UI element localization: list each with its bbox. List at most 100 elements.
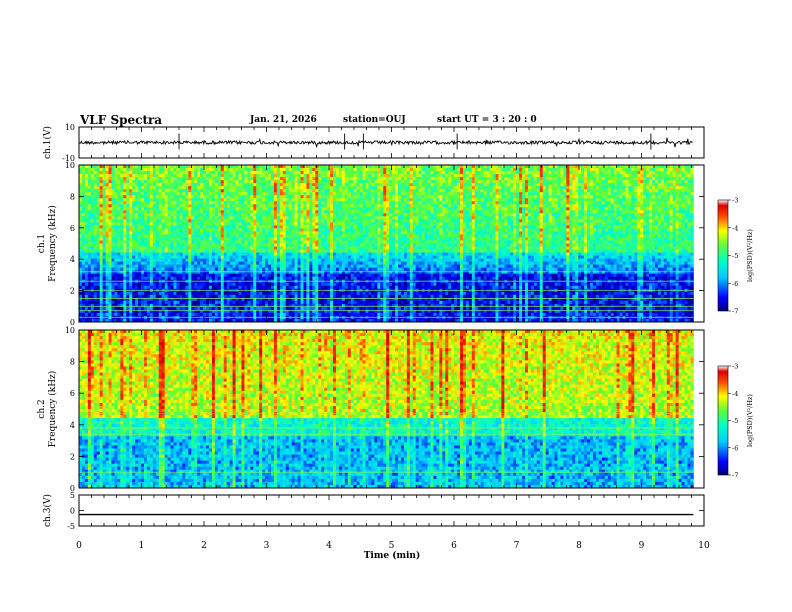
ch1-spectrogram-cell [392,219,396,223]
ch1-spectrogram-cell [182,213,186,217]
ch1-spectrogram-cell [477,213,482,217]
ch1-spectrogram-cell [551,174,555,178]
ch1-spectrogram-cell [232,186,236,190]
ch1-spectrogram-cell [235,210,239,214]
ch1-spectrogram-cell [279,234,284,238]
ch1-spectrogram-cell [545,183,550,187]
ch1-spectrogram-cell [102,225,106,229]
ch1-spectrogram-cell [194,198,198,202]
ch1-spectrogram-cell [173,210,177,214]
ch1-spectrogram-cell [616,171,620,175]
ch1-spectrogram-cell [90,213,95,217]
ch1-spectrogram-cell [155,180,160,184]
ch1-spectrogram-cell [211,192,216,196]
ch1-spectrogram-cell [282,231,287,235]
ch1-spectrogram-cell [259,234,263,238]
ch1-spectrogram-cell [557,210,561,214]
ch1-spectrogram-cell [371,177,375,181]
ch1-spectrogram-cell [530,195,535,199]
ch1-spectrogram-cell [480,183,485,187]
ch1-spectrogram-cell [536,192,541,196]
ch1-spectrogram-cell [566,219,570,223]
ch1-spectrogram-cell [356,201,360,205]
ch1-spectrogram-cell [129,231,133,235]
ch1-spectrogram-cell [188,168,192,172]
ch1-spectrogram-cell [362,207,366,211]
ch1-spectrogram-cell [350,165,355,169]
ch1-spectrogram-cell [533,180,538,184]
ch1-spectrogram-cell [448,177,452,181]
ch1-spectrogram-cell [389,192,393,196]
ch1-spectrogram-cell [625,192,629,196]
ch1-spectrogram-cell [294,198,298,202]
ch1-spectrogram-cell [439,204,443,208]
ch1-spectrogram-cell [598,183,603,187]
ch1-spectrogram-cell [247,198,251,202]
ch1-spectrogram-cell [409,219,414,223]
ch1-spectrogram-cell [250,183,254,187]
ch1-spectrogram-cell [226,165,231,169]
ch1-spectrogram-cell [152,174,157,178]
ch1-spectrogram-cell [164,210,169,214]
ch1-spectrogram-cell [241,216,245,220]
ch1-spectrogram-cell [120,231,124,235]
ch1-spectrogram-cell [158,168,163,172]
ch1-spectrogram-cell [592,165,597,169]
ch1-spectrogram-cell [111,228,115,232]
ch1-spectrogram-cell [468,222,473,226]
ch1-spectrogram-cell [427,231,431,235]
ch1-spectrogram-cell [208,195,213,199]
ch1-spectrogram-cell [173,213,177,217]
ch1-spectrogram-cell [191,231,195,235]
ch1-spectrogram-cell [566,183,570,187]
ch1-spectrogram-cell [167,171,171,175]
ch1-spectrogram-cell [90,219,95,223]
ch1-spectrogram-cell [126,168,130,172]
ch1-spectrogram-cell [442,225,446,229]
ch1-spectrogram-cell [610,231,615,235]
ch1-spectrogram-cell [123,174,127,178]
ch1-spectrogram-cell [262,186,266,190]
ch1-spectrogram-cell [424,189,428,193]
ch1-spectrogram-cell [383,183,387,187]
ch1-spectrogram-cell [504,216,508,220]
ch1-spectrogram-cell [448,171,452,175]
ch1-spectrogram-cell [374,219,378,223]
ch1-spectrogram-cell [504,231,508,235]
ch1-spectrogram-cell [324,210,328,214]
ch1-spectrogram-cell [232,171,236,175]
ch1-spectrogram-cell [321,216,325,220]
ch1-spectrogram-cell [229,174,233,178]
ch1-spectrogram-cell [120,216,124,220]
ch1-spectrogram-cell [516,204,520,208]
ch1-spectrogram-cell [445,192,449,196]
ch1-spectrogram-cell [486,216,490,220]
ch1-spectrogram-cell [533,222,538,226]
ch1-spectrogram-cell [403,189,408,193]
ch1-spectrogram-cell [442,219,446,223]
ch1-spectrogram-cell [330,168,334,172]
ch1-spectrogram-cell [380,171,384,175]
ch1-spectrogram-cell [179,180,183,184]
ch1-spectrogram-cell [504,228,508,232]
ch1-spectrogram-cell [436,222,440,226]
ch1-spectrogram-cell [504,213,508,217]
ch1-spectrogram-cell [81,210,86,214]
ch1-spectrogram-cell [353,180,358,184]
ch1-spectrogram-cell [179,210,183,214]
ch1-spectrogram-cell [285,174,290,178]
ch1-spectrogram-cell [217,216,222,220]
ch1-spectrogram-cell [282,204,287,208]
ch1-spectrogram-cell [206,195,210,199]
ch1-spectrogram-cell [598,231,603,235]
ch1-spectrogram-cell [551,192,555,196]
ch1-spectrogram-cell [418,219,423,223]
ch1-spectrogram-cell [327,183,331,187]
ch1-spectrogram-cell [643,210,647,214]
ch1-spectrogram-cell [383,213,387,217]
ch1-spectrogram-cell [634,195,638,199]
ch1-spectrogram-cell [468,177,473,181]
ch1-spectrogram-cell [120,219,124,223]
ch1-spectrogram-cell [262,198,266,202]
ch1-spectrogram-cell [126,195,130,199]
